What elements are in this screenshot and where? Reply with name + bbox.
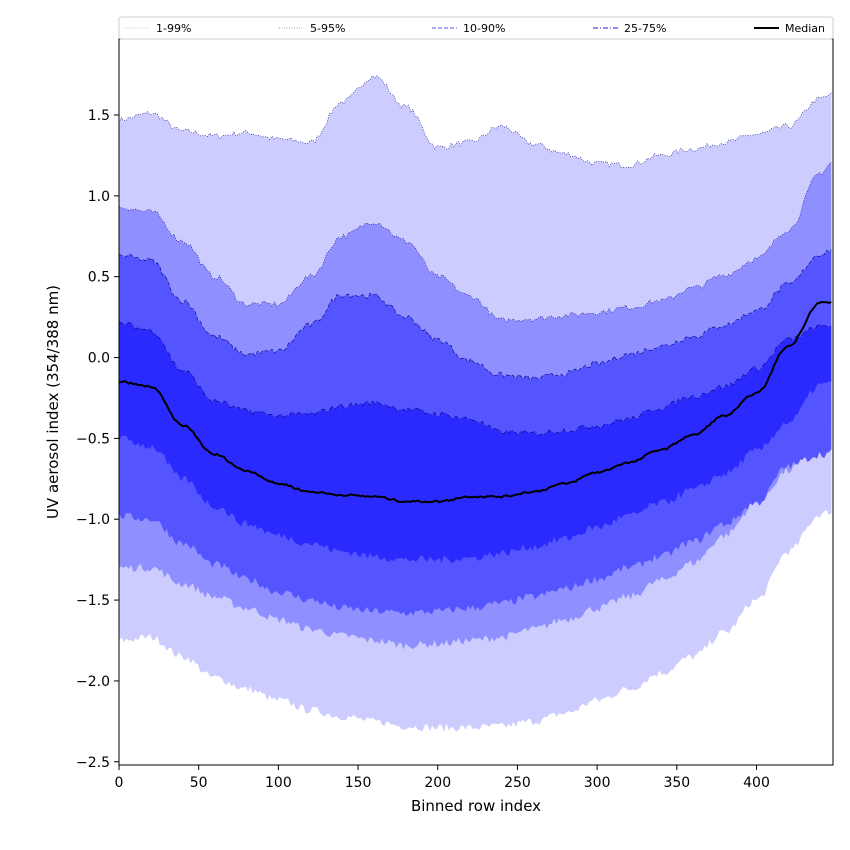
band-upper-edge-5-95pct	[118, 161, 832, 324]
band-upper-edge-1-99pct	[118, 75, 832, 168]
y-tick-label: −0.5	[76, 431, 110, 447]
x-tick-label: 100	[265, 775, 292, 791]
x-tick-label: 50	[190, 775, 208, 791]
plot-area	[118, 75, 832, 732]
y-tick-label: 0.0	[88, 351, 110, 367]
x-axis: 0 50 100 150 200 250 300 350 400	[115, 765, 770, 791]
y-tick-label: −2.5	[76, 755, 110, 771]
y-tick-label: 1.5	[88, 108, 110, 124]
legend-entry-label: 1-99%	[156, 22, 191, 35]
y-tick-label: −1.0	[76, 512, 110, 528]
y-axis-label: UV aerosol index (354/388 nm)	[44, 285, 62, 519]
x-tick-label: 250	[504, 775, 531, 791]
legend-entry-label: 5-95%	[310, 22, 345, 35]
x-tick-label: 200	[424, 775, 451, 791]
x-tick-label: 0	[115, 775, 124, 791]
y-tick-label: −2.0	[76, 674, 110, 690]
y-tick-label: 1.0	[88, 189, 110, 205]
band-upper-edge-25-75pct	[118, 321, 832, 437]
band-upper-edge-10-90pct	[118, 249, 832, 382]
median-line	[118, 300, 832, 504]
x-tick-label: 350	[663, 775, 690, 791]
legend: 1-99% 5-95% 10-90% 25-75% Median	[118, 16, 834, 40]
x-axis-label: Binned row index	[411, 797, 541, 815]
band-25-75pct	[119, 322, 832, 563]
legend-box	[118, 16, 834, 40]
x-tick-label: 400	[743, 775, 770, 791]
x-tick-label: 300	[584, 775, 611, 791]
legend-entry-label: Median	[785, 22, 825, 35]
legend-entry-label: 25-75%	[624, 22, 666, 35]
y-tick-label: 0.5	[88, 270, 110, 286]
y-tick-label: −1.5	[76, 593, 110, 609]
y-axis: 1.5 1.0 0.5 0.0 −0.5 −1.0 −1.5 −2.0 −2.5	[76, 108, 119, 771]
x-tick-label: 150	[345, 775, 372, 791]
legend-entry-label: 10-90%	[463, 22, 505, 35]
